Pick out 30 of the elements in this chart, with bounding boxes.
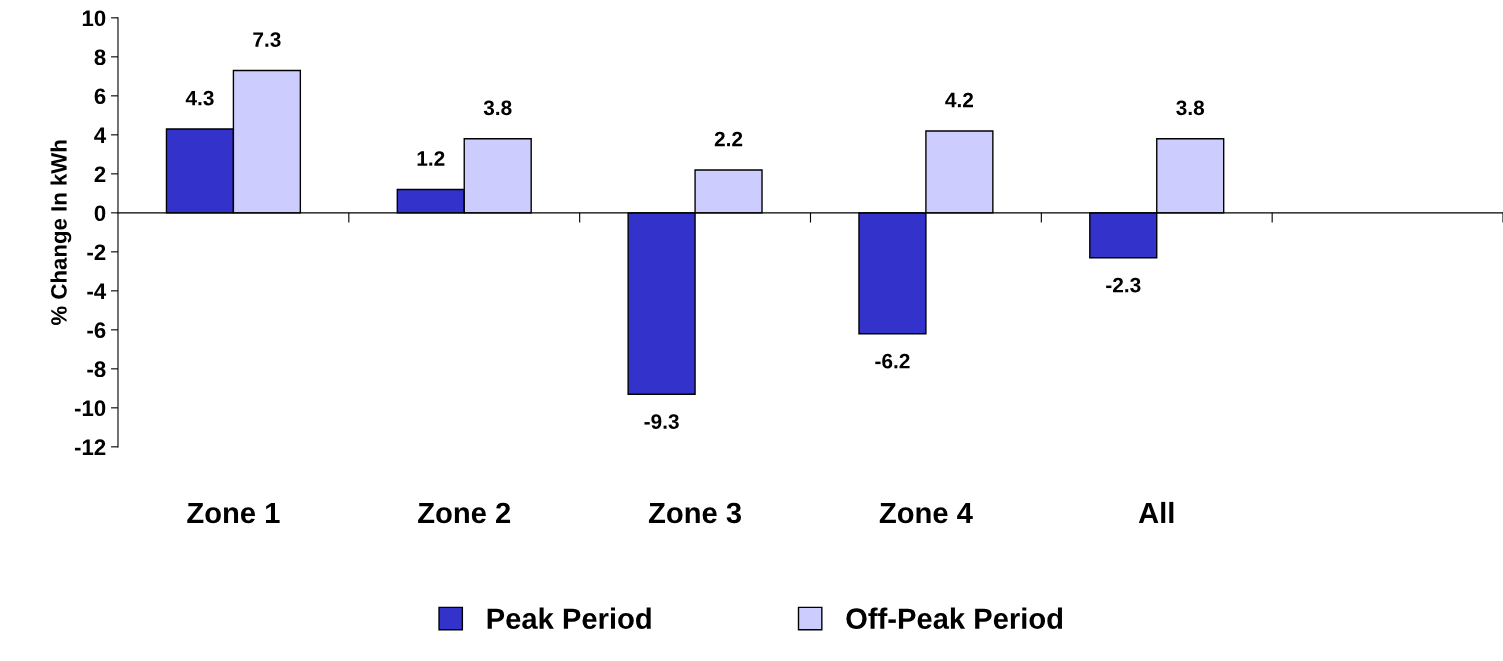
data-label: 3.8 — [483, 100, 512, 116]
y-tick-label: -4 — [87, 283, 107, 299]
y-tick-label: -10 — [74, 400, 106, 417]
y-tick-label: 0 — [94, 205, 106, 222]
x-tick-label: Zone 4 — [879, 502, 973, 524]
y-tick-label: 4 — [94, 127, 107, 143]
y-tick-label: 6 — [94, 88, 106, 105]
data-label: 4.2 — [945, 92, 974, 108]
y-tick-label: -2 — [87, 244, 106, 260]
x-tick-label: Zone 1 — [187, 502, 280, 524]
y-axis-title: % Change In kWh — [50, 140, 72, 325]
y-tick-label: -12 — [74, 439, 106, 455]
y-tick-label: 2 — [94, 166, 106, 182]
data-label: 7.3 — [253, 32, 281, 47]
x-tick-label: Zone 3 — [648, 502, 742, 524]
data-label: 2.2 — [714, 131, 743, 147]
data-label: -6.2 — [875, 353, 910, 369]
data-label: -9.3 — [644, 414, 679, 429]
data-label: 3.8 — [1176, 100, 1205, 116]
y-tick-label: -8 — [87, 361, 106, 378]
y-tick-label: 8 — [94, 49, 106, 66]
y-tick-label: 10 — [82, 10, 106, 27]
y-tick-label: -6 — [87, 322, 106, 339]
legend-label: Off-Peak Period — [846, 607, 1063, 629]
legend-label: Peak Period — [487, 607, 651, 629]
data-label: -2.3 — [1106, 277, 1141, 293]
x-tick-label: Zone 2 — [418, 502, 511, 524]
data-label: 4.3 — [185, 90, 214, 106]
data-label: 1.2 — [417, 151, 445, 166]
x-tick-label: All — [1138, 501, 1174, 524]
